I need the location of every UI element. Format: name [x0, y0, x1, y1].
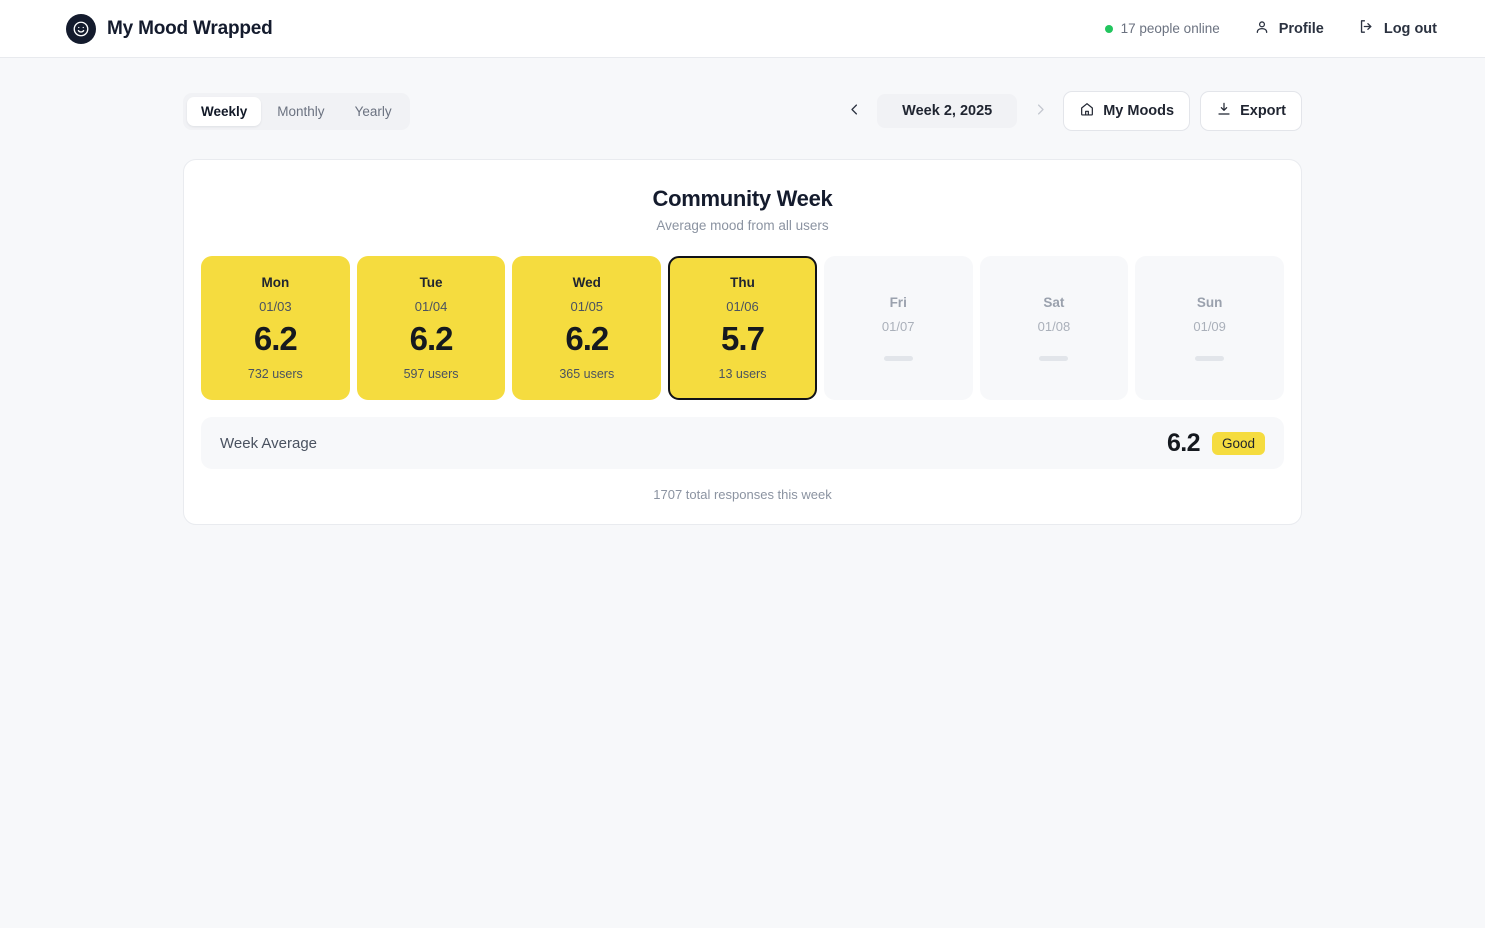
- no-data-dash-icon: [883, 356, 913, 361]
- no-data-dash-icon: [1039, 356, 1069, 361]
- day-card-empty[interactable]: Sat 01/08: [979, 256, 1129, 400]
- day-date: 01/06: [726, 299, 759, 315]
- header-actions: 17 people online Profile Log out: [1104, 18, 1437, 39]
- day-users: 597 users: [403, 366, 459, 381]
- day-name: Tue: [419, 275, 443, 291]
- day-card[interactable]: Tue 01/04 6.2 597 users: [356, 256, 506, 400]
- app-header: My Mood Wrapped 17 people online Profile: [0, 0, 1485, 58]
- page-title: My Mood Wrapped: [107, 17, 273, 39]
- download-icon: [1216, 101, 1232, 121]
- user-icon: [1254, 19, 1270, 39]
- day-score: 6.2: [253, 320, 298, 358]
- day-name: Wed: [572, 275, 601, 291]
- week-average-value: 6.2: [1167, 428, 1201, 457]
- week-average-value-group: 6.2 Good: [1167, 429, 1265, 458]
- chevron-left-icon: [847, 102, 862, 120]
- next-period-button[interactable]: [1027, 96, 1053, 126]
- day-card-empty[interactable]: Fri 01/07: [823, 256, 973, 400]
- tab-weekly[interactable]: Weekly: [187, 96, 262, 126]
- logout-icon: [1358, 18, 1375, 39]
- day-name: Thu: [730, 275, 755, 291]
- my-moods-label: My Moods: [1103, 103, 1175, 119]
- no-data-dash-icon: [1195, 356, 1225, 361]
- export-label: Export: [1240, 103, 1286, 119]
- logout-label: Log out: [1383, 20, 1437, 37]
- range-tabs: Weekly Monthly Yearly: [183, 92, 410, 130]
- day-score: 5.7: [721, 320, 765, 358]
- day-date: 01/08: [1037, 319, 1071, 334]
- period-label[interactable]: Week 2, 2025: [877, 94, 1018, 128]
- day-score: 6.2: [565, 320, 609, 358]
- toolbar: Weekly Monthly Yearly Week 2, 2025: [183, 91, 1302, 131]
- day-name: Sun: [1196, 295, 1223, 310]
- export-button[interactable]: Export: [1200, 91, 1302, 131]
- day-score: 6.2: [409, 320, 454, 358]
- day-date: 01/09: [1193, 319, 1226, 334]
- day-date: 01/07: [881, 319, 915, 334]
- profile-label: Profile: [1278, 20, 1324, 37]
- panel-subtitle: Average mood from all users: [656, 218, 829, 233]
- profile-button[interactable]: Profile: [1254, 19, 1324, 39]
- community-week-panel: Community Week Average mood from all use…: [183, 159, 1302, 525]
- smiley-face-icon: [66, 13, 96, 44]
- day-date: 01/04: [414, 299, 448, 315]
- panel-title: Community Week: [652, 186, 833, 211]
- online-status: 17 people online: [1104, 21, 1220, 36]
- home-icon: [1079, 101, 1095, 121]
- day-users: 732 users: [247, 366, 303, 381]
- week-average-label: Week Average: [220, 434, 318, 452]
- prev-period-button[interactable]: [841, 96, 867, 126]
- day-users: 13 users: [718, 366, 767, 381]
- day-date: 01/05: [570, 299, 604, 315]
- days-grid: Mon 01/03 6.2 732 users Tue 01/04 6.2 59…: [201, 256, 1284, 400]
- chevron-right-icon: [1033, 102, 1048, 120]
- online-dot-icon: [1104, 24, 1113, 33]
- week-average-row: Week Average 6.2 Good: [201, 417, 1284, 469]
- day-name: Fri: [889, 295, 907, 310]
- my-moods-button[interactable]: My Moods: [1063, 91, 1191, 131]
- day-date: 01/03: [259, 299, 292, 315]
- day-name: Mon: [261, 275, 290, 291]
- logout-button[interactable]: Log out: [1358, 18, 1437, 39]
- day-card[interactable]: Wed 01/05 6.2 365 users: [512, 256, 662, 400]
- tab-monthly[interactable]: Monthly: [263, 97, 338, 126]
- day-card-empty[interactable]: Sun 01/09: [1135, 256, 1284, 400]
- brand: My Mood Wrapped: [66, 13, 273, 44]
- online-status-label: 17 people online: [1120, 21, 1220, 36]
- day-users: 365 users: [559, 366, 615, 381]
- day-card-selected[interactable]: Thu 01/06 5.7 13 users: [668, 256, 817, 400]
- day-card[interactable]: Mon 01/03 6.2 732 users: [201, 256, 350, 400]
- tab-yearly[interactable]: Yearly: [341, 97, 406, 126]
- status-badge: Good: [1211, 431, 1265, 455]
- day-name: Sat: [1043, 295, 1065, 310]
- period-controls: Week 2, 2025 My Moods: [841, 91, 1302, 131]
- total-responses-label: 1707 total responses this week: [653, 487, 832, 502]
